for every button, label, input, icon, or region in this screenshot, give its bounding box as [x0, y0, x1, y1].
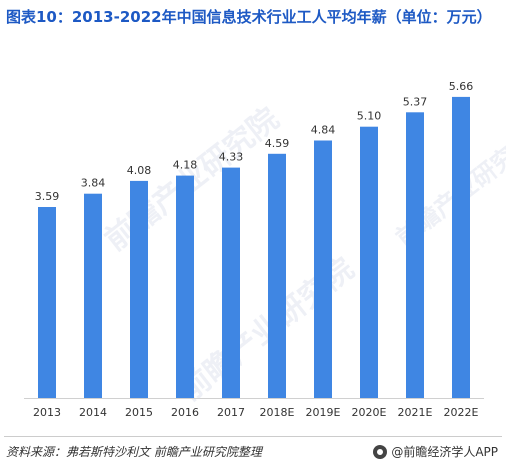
data-label-2022E: 5.66	[449, 80, 474, 93]
x-tick-label-2015: 2015	[125, 406, 153, 419]
data-label-2013: 3.59	[35, 190, 60, 203]
bar-2021E	[406, 112, 424, 399]
brand-mark: @前瞻经济学人APP	[373, 442, 498, 462]
data-label-2015: 4.08	[127, 164, 152, 177]
x-tick-label-2013: 2013	[33, 406, 61, 419]
x-tick-label-2016: 2016	[171, 406, 199, 419]
bar-2022E	[452, 96, 470, 399]
bar-2018E	[268, 153, 286, 398]
x-tick-label-2021E: 2021E	[398, 406, 433, 419]
bar-2017	[222, 167, 240, 398]
bar-2016	[176, 175, 194, 398]
x-tick-label-2020E: 2020E	[352, 406, 387, 419]
x-tick-label-2019E: 2019E	[306, 406, 341, 419]
bar-2013	[38, 207, 56, 398]
data-label-2020E: 5.10	[357, 110, 382, 123]
data-label-2019E: 4.84	[311, 124, 336, 137]
x-tick-label-2017: 2017	[217, 406, 245, 419]
bar-2020E	[360, 126, 378, 398]
data-label-2016: 4.18	[173, 159, 198, 172]
source-note: 资料来源：弗若斯特沙利文 前瞻产业研究院整理	[6, 445, 262, 459]
x-tick-label-2018E: 2018E	[260, 406, 295, 419]
data-label-2018E: 4.59	[265, 137, 290, 150]
brand-logo-icon	[373, 445, 388, 459]
brand-label: @前瞻经济学人APP	[391, 445, 498, 459]
data-label-2017: 4.33	[219, 151, 244, 164]
bar-2014	[84, 193, 102, 398]
data-label-2021E: 5.37	[403, 95, 428, 108]
x-tick-label-2014: 2014	[79, 406, 107, 419]
bar-2019E	[314, 140, 332, 398]
data-label-2014: 3.84	[81, 177, 106, 190]
chart-title: 图表10：2013-2022年中国信息技术行业工人平均年薪（单位：万元）	[6, 8, 492, 26]
footer-divider	[4, 436, 502, 437]
bar-2015	[130, 180, 148, 398]
x-tick-label-2022E: 2022E	[444, 406, 479, 419]
